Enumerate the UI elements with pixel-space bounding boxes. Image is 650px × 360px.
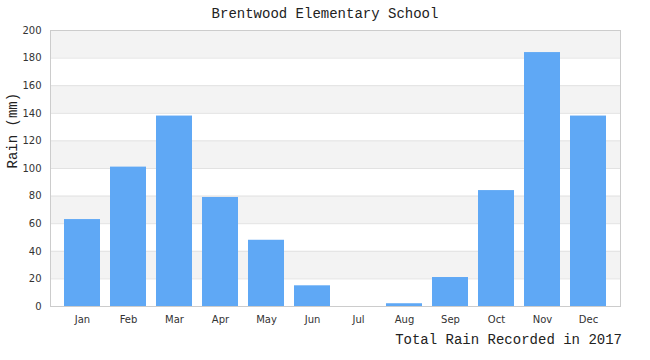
svg-text:Feb: Feb <box>120 314 138 325</box>
svg-text:Oct: Oct <box>488 314 505 325</box>
svg-text:80: 80 <box>29 190 42 201</box>
svg-text:Aug: Aug <box>395 314 415 325</box>
html-text:Total Rain Recorded in 2017: Total Rain Recorded in 2017 <box>395 332 622 348</box>
svg-text:40: 40 <box>29 246 42 257</box>
svg-text:120: 120 <box>22 135 41 146</box>
svg-text:160: 160 <box>22 80 41 91</box>
svg-text:Sep: Sep <box>441 314 460 325</box>
svg-text:Apr: Apr <box>212 314 230 325</box>
svg-text:20: 20 <box>29 273 42 284</box>
svg-text:180: 180 <box>22 52 41 63</box>
svg-text:100: 100 <box>22 163 41 174</box>
svg-text:0: 0 <box>35 301 41 312</box>
svg-text:Rain (mm): Rain (mm) <box>5 93 21 169</box>
svg-text:Mar: Mar <box>165 314 185 325</box>
svg-text:140: 140 <box>22 108 41 119</box>
html-text:Brentwood Elementary School: Brentwood Elementary School <box>211 6 439 22</box>
svg-text:Jun: Jun <box>304 314 321 325</box>
svg-text:Dec: Dec <box>579 314 598 325</box>
svg-text:200: 200 <box>22 26 41 36</box>
svg-text:May: May <box>256 314 277 325</box>
svg-text:60: 60 <box>29 218 42 229</box>
svg-text:Nov: Nov <box>533 314 553 325</box>
svg-text:Jul: Jul <box>351 314 364 325</box>
svg-text:Jan: Jan <box>74 314 90 325</box>
